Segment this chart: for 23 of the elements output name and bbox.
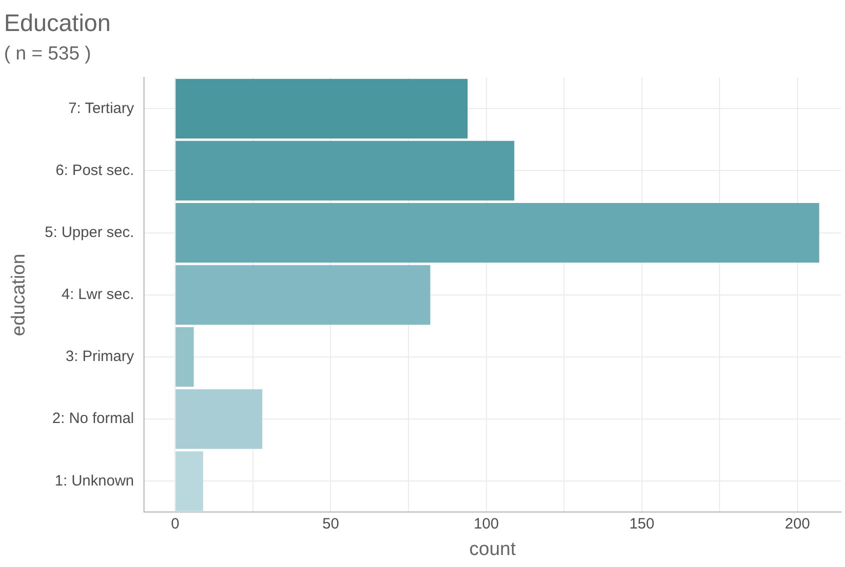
bar bbox=[176, 265, 430, 325]
bar bbox=[176, 78, 468, 138]
chart-subtitle: ( n = 535 ) bbox=[4, 43, 92, 64]
bar bbox=[176, 451, 204, 511]
x-tick-label: 50 bbox=[322, 515, 340, 532]
bar bbox=[176, 327, 194, 387]
x-tick-label: 0 bbox=[170, 515, 180, 532]
chart-title: Education bbox=[4, 10, 111, 38]
y-tick-label: 5: Upper sec. bbox=[44, 224, 134, 241]
y-tick-label: 1: Unknown bbox=[54, 472, 134, 490]
y-axis-title: education bbox=[8, 254, 30, 336]
y-tick-label: 3: Primary bbox=[66, 348, 135, 366]
bar bbox=[176, 140, 514, 201]
x-tick-label: 150 bbox=[629, 515, 654, 532]
x-tick-label: 200 bbox=[784, 515, 810, 532]
y-tick-label: 2: No formal bbox=[52, 410, 134, 428]
y-tick-label: 7: Tertiary bbox=[68, 100, 134, 117]
y-tick-label: 4: Lwr sec. bbox=[61, 286, 134, 304]
x-tick-label: 100 bbox=[474, 515, 499, 532]
bar bbox=[176, 389, 262, 449]
bar bbox=[176, 203, 820, 263]
y-tick-label: 6: Post sec. bbox=[56, 162, 134, 179]
x-axis-title: count bbox=[469, 538, 516, 560]
